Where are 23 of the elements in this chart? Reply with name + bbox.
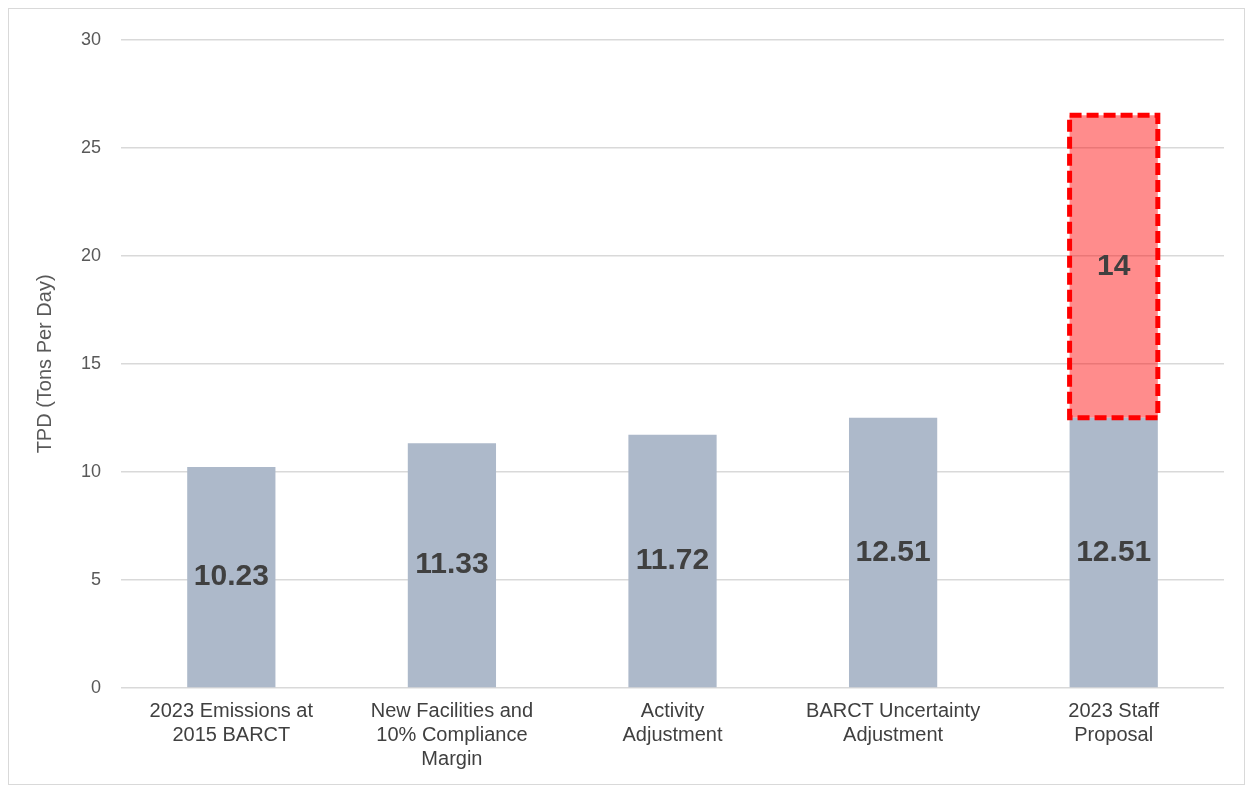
data-label: 11.72 (635, 542, 710, 576)
data-label: 12.51 (855, 533, 931, 567)
data-label: 10.23 (193, 558, 269, 592)
data-label: 11.33 (415, 546, 489, 580)
y-tick-label: 25 (80, 136, 102, 157)
data-label: 12.51 (1076, 533, 1152, 567)
x-tick-label: BARCT Uncertainty Adjustment (806, 698, 981, 745)
bar (848, 417, 938, 688)
y-tick-label: 30 (80, 28, 102, 49)
y-tick-label: 10 (80, 460, 102, 481)
y-tick-label: 15 (80, 352, 102, 373)
y-axis-title: TPD (Tons Per Day) (32, 274, 55, 454)
bar (628, 434, 717, 688)
bar (407, 443, 497, 688)
y-tick-label: 20 (80, 244, 102, 265)
y-tick-label: 0 (91, 676, 102, 697)
x-tick-label: 2023 Staff Proposal (1068, 698, 1160, 745)
x-tick-label: 2023 Emissions at 2015 BARCT (149, 698, 314, 745)
data-label: 14 (1097, 247, 1131, 281)
x-tick-label: New Facilities and 10% Compliance Margin (370, 698, 534, 769)
bar (187, 466, 276, 688)
x-tick-label: Activity Adjustment (622, 698, 723, 745)
y-tick-label: 5 (91, 568, 102, 589)
